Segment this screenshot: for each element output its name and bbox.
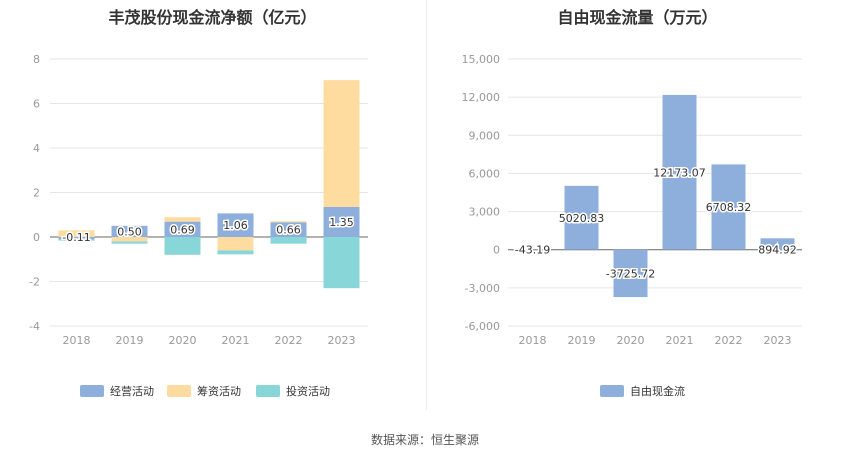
bar-financing-2018 xyxy=(58,230,95,237)
left-y-tick-label: 6 xyxy=(33,98,40,111)
bar-operating-2022 xyxy=(270,222,307,237)
right-chart-title: 自由现金流量（万元） xyxy=(557,8,718,27)
operating-data-label-2023: 1.35 xyxy=(329,216,354,229)
right-y-tick-label: 15,000 xyxy=(462,53,501,66)
legend-label-fcf: 自由现金流 xyxy=(630,384,685,398)
bar-fcf-2023 xyxy=(760,238,795,250)
left-chart-title: 丰茂股份现金流净额（亿元） xyxy=(108,8,317,27)
right-x-tick-label: 2018 xyxy=(519,334,547,347)
bar-investing-2020 xyxy=(164,237,201,255)
fcf-data-label-2022: 6708.32 xyxy=(706,201,752,214)
operating-data-label-2022: 0.66 xyxy=(276,224,301,237)
right-y-tick-label: 9,000 xyxy=(469,129,501,142)
left-y-tick-label: 8 xyxy=(33,53,40,66)
bar-fcf-2019 xyxy=(564,185,599,250)
legend-label-financing: 筹资活动 xyxy=(197,384,241,398)
bar-operating-2023 xyxy=(323,206,360,237)
right-y-tick-label: 0 xyxy=(493,244,500,257)
right-x-tick-label: 2022 xyxy=(715,334,743,347)
fcf-data-label-2020: -3725.72 xyxy=(606,267,655,280)
fcf-data-label-2021: 12173.07 xyxy=(653,166,706,179)
bar-financing-2022 xyxy=(270,221,307,223)
left-y-tick-label: -2 xyxy=(29,276,40,289)
bar-investing-2021 xyxy=(217,250,254,255)
right-y-tick-label: -6,000 xyxy=(465,320,500,333)
left-x-tick-label: 2019 xyxy=(116,334,144,347)
bar-investing-2019 xyxy=(111,241,148,244)
bar-investing-2018 xyxy=(58,239,95,241)
bar-operating-2018 xyxy=(58,237,95,240)
right-x-tick-label: 2019 xyxy=(568,334,596,347)
bar-financing-2020 xyxy=(164,217,201,222)
bar-financing-2023 xyxy=(323,80,360,207)
fcf-data-label-2019: 5020.83 xyxy=(559,212,605,225)
right-y-tick-label: 6,000 xyxy=(469,167,501,180)
fcf-data-label-2023: 894.92 xyxy=(758,244,797,257)
operating-data-label-2019: 0.50 xyxy=(117,225,142,238)
left-y-tick-label: 2 xyxy=(33,187,40,200)
right-y-tick-label: 12,000 xyxy=(462,91,501,104)
bar-operating-2019 xyxy=(111,225,148,237)
legend-label-investing: 投资活动 xyxy=(286,384,330,398)
left-x-tick-label: 2020 xyxy=(169,334,197,347)
bar-financing-2019 xyxy=(111,237,148,242)
left-x-tick-label: 2022 xyxy=(275,334,303,347)
data-source: 数据来源：恒生聚源 xyxy=(370,433,479,447)
right-y-tick-label: -3,000 xyxy=(465,282,500,295)
operating-data-label-2020: 0.69 xyxy=(170,223,195,236)
bar-investing-2022 xyxy=(270,237,307,244)
bar-operating-2020 xyxy=(164,221,201,237)
right-x-tick-label: 2023 xyxy=(764,334,792,347)
bar-financing-2021 xyxy=(217,237,254,251)
left-y-tick-label: 0 xyxy=(33,231,40,244)
legend-swatch-investing xyxy=(256,385,280,397)
legend-swatch-fcf xyxy=(600,385,624,397)
bar-fcf-2021 xyxy=(662,94,697,250)
bar-operating-2021 xyxy=(217,213,254,237)
right-x-tick-label: 2021 xyxy=(666,334,694,347)
legend-swatch-financing xyxy=(167,385,191,397)
legend-swatch-operating xyxy=(80,385,104,397)
charts-canvas: -4 -2 0 2 4 6 8 2018 -0.11 2019 0.50 2020 0.69 2021 1.… xyxy=(29,53,802,398)
left-x-tick-label: 2018 xyxy=(63,334,91,347)
left-y-tick-label: -4 xyxy=(29,320,40,333)
bar-investing-2023 xyxy=(323,237,360,289)
fcf-data-label-2018: -43.19 xyxy=(515,244,550,257)
bar-fcf-2018 xyxy=(515,249,550,251)
operating-data-label-2018: -0.11 xyxy=(62,231,90,244)
right-y-tick-label: 3,000 xyxy=(469,206,501,219)
bar-fcf-2022 xyxy=(711,164,746,250)
operating-data-label-2021: 1.06 xyxy=(223,219,248,232)
legend-label-operating: 经营活动 xyxy=(110,384,154,398)
chart-divider xyxy=(426,0,427,410)
left-x-tick-label: 2023 xyxy=(328,334,356,347)
left-y-tick-label: 4 xyxy=(33,142,40,155)
left-x-tick-label: 2021 xyxy=(222,334,250,347)
bar-fcf-2020 xyxy=(613,249,648,298)
right-x-tick-label: 2020 xyxy=(617,334,645,347)
